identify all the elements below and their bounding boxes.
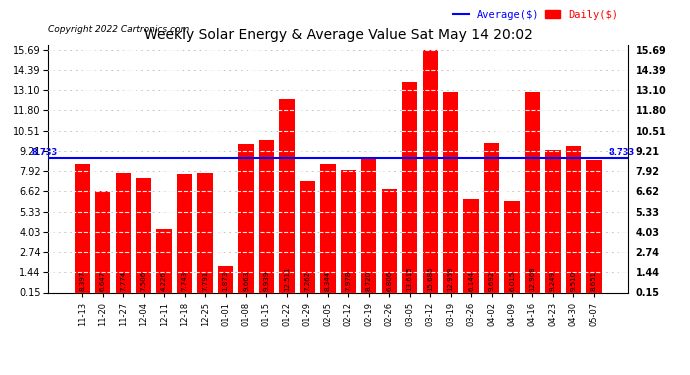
Bar [422,50,438,292]
Text: 7.506: 7.506 [141,271,147,291]
Bar [177,174,193,292]
Text: Copyright 2022 Cartronics.com: Copyright 2022 Cartronics.com [48,25,190,34]
Text: 8.344: 8.344 [325,271,331,291]
Bar [259,140,274,292]
Title: Weekly Solar Energy & Average Value Sat May 14 20:02: Weekly Solar Energy & Average Value Sat … [144,28,533,42]
Bar [115,173,131,292]
Text: 8.397: 8.397 [79,271,86,291]
Text: 13.615: 13.615 [406,266,413,291]
Bar [566,146,581,292]
Bar [299,182,315,292]
Text: 7.791: 7.791 [202,271,208,291]
Bar [361,159,377,292]
Text: 9.249: 9.249 [550,271,556,291]
Bar [402,82,417,292]
Text: 6.015: 6.015 [509,271,515,291]
Bar [545,150,561,292]
Text: 12.968: 12.968 [529,266,535,291]
Bar [320,165,335,292]
Text: 9.510: 9.510 [571,271,576,291]
Bar [279,99,295,292]
Text: 8.720: 8.720 [366,271,372,291]
Text: 7.774: 7.774 [120,271,126,291]
Text: 6.806: 6.806 [386,271,392,291]
Text: 6.647: 6.647 [100,271,106,291]
Text: 12.511: 12.511 [284,266,290,291]
Bar [586,160,602,292]
Text: 4.226: 4.226 [161,271,167,291]
Bar [525,92,540,292]
Bar [218,266,233,292]
Text: 8.651: 8.651 [591,271,597,291]
Bar [382,189,397,292]
Text: 15.685: 15.685 [427,266,433,291]
Text: 9.663: 9.663 [243,271,249,291]
Text: 8.733: 8.733 [608,148,634,157]
Bar [341,170,356,292]
Legend: Average($), Daily($): Average($), Daily($) [448,6,622,24]
Bar [464,199,479,292]
Text: 7.978: 7.978 [345,271,351,291]
Bar [95,191,110,292]
Text: 8.733: 8.733 [32,148,58,157]
Text: 1.873: 1.873 [223,271,228,291]
Text: 6.144: 6.144 [468,271,474,291]
Bar [484,143,500,292]
Text: 9.939: 9.939 [264,271,270,291]
Bar [75,164,90,292]
Bar [157,229,172,292]
Bar [504,201,520,292]
Text: 12.959: 12.959 [448,266,453,291]
Text: 7.743: 7.743 [181,271,188,291]
Bar [197,173,213,292]
Text: 7.262: 7.262 [304,271,310,291]
Bar [443,92,458,292]
Bar [238,144,254,292]
Text: 9.692: 9.692 [489,271,495,291]
Bar [136,178,151,292]
